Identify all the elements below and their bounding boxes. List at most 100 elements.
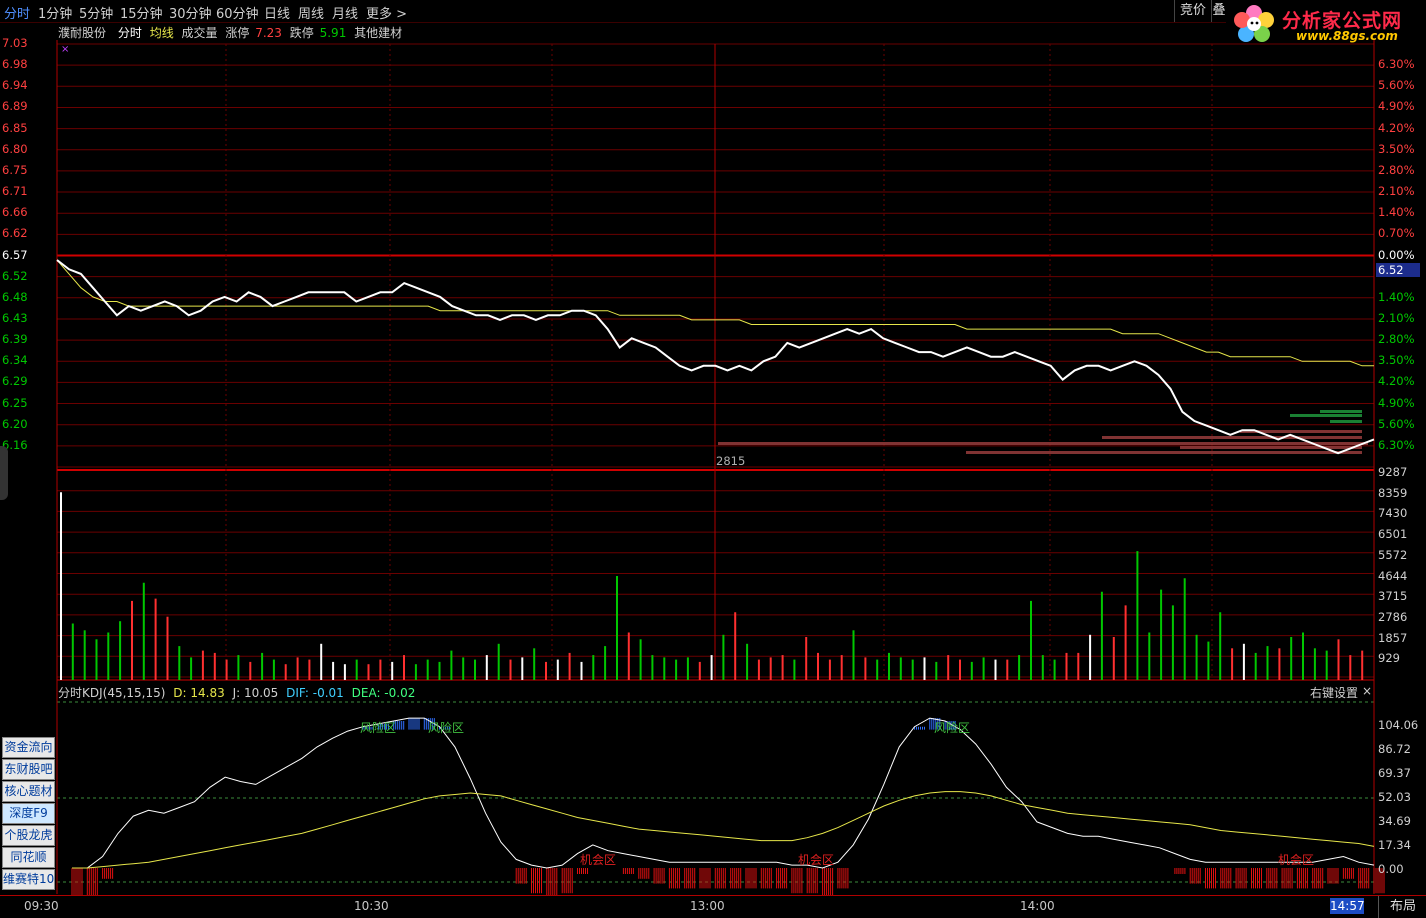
price-tick: 6.20 [2, 416, 28, 431]
kdj-tick: 17.34 [1378, 838, 1411, 852]
average-price-line [56, 259, 1374, 367]
avg-line-label: 均线 [149, 26, 174, 40]
tab-weekly[interactable]: 周线 [298, 7, 325, 22]
percent-tick: 5.60% [1378, 416, 1415, 431]
kdj-tick: 69.37 [1378, 766, 1411, 780]
price-tick: 6.98 [2, 57, 28, 72]
percent-tick: 4.20% [1378, 120, 1415, 135]
volume-tick: 6501 [1378, 527, 1408, 542]
percent-tick: 2.80% [1378, 332, 1415, 347]
price-tick: 6.25 [2, 395, 28, 410]
percent-tick: 2.10% [1378, 310, 1415, 325]
percent-tick: 4.90% [1378, 99, 1415, 114]
volume-tick: 8359 [1378, 485, 1408, 500]
kdj-j-value: J: 10.05 [232, 686, 279, 700]
order-book-bars [718, 410, 1368, 454]
volume-tick: 1857 [1378, 630, 1408, 645]
marker-x-icon: × [61, 44, 70, 55]
kdj-tick: 52.03 [1378, 790, 1411, 804]
order-bar [1102, 436, 1362, 439]
time-label-0930: 09:30 [24, 899, 59, 913]
price-tick: 6.89 [2, 99, 28, 114]
order-bar [1320, 410, 1362, 413]
chart-grid [56, 40, 1375, 894]
price-tick: 6.52 [2, 268, 28, 283]
kdj-tick: 104.06 [1378, 718, 1419, 732]
order-bar [1180, 446, 1362, 449]
order-bar [966, 451, 1362, 454]
side-button-forum[interactable]: 东财股吧 [2, 759, 55, 780]
price-tick: 6.29 [2, 374, 28, 389]
volume-tick: 929 [1378, 651, 1400, 666]
volume-label: 成交量 [181, 26, 218, 40]
chance-zone-label: 机会区 [1278, 853, 1314, 867]
tab-more[interactable]: 更多 > [366, 7, 408, 22]
kdj-header: 分时KDJ(45,15,15) D: 14.83 J: 10.05 DIF: -… [58, 684, 415, 701]
tab-30min[interactable]: 30分钟 [169, 7, 212, 22]
percent-tick: 2.80% [1378, 162, 1415, 177]
price-tick: 6.62 [2, 226, 28, 241]
close-icon[interactable]: × [1362, 684, 1373, 698]
tab-intraday[interactable]: 分时 [4, 7, 31, 22]
tab-60min[interactable]: 60分钟 [216, 7, 259, 22]
stock-name: 濮耐股份 [58, 26, 107, 40]
limit-up-value: 7.23 [255, 26, 282, 40]
order-bar [1290, 414, 1362, 417]
tab-5min[interactable]: 5分钟 [79, 7, 114, 22]
time-label-1400: 14:00 [1020, 899, 1055, 913]
volume-tick: 5572 [1378, 547, 1408, 562]
percent-tick: 5.60% [1378, 78, 1415, 93]
side-button-fund-flow[interactable]: 资金流向 [2, 737, 55, 758]
side-button-weisaite[interactable]: 维赛特10 [2, 869, 55, 890]
right-click-settings[interactable]: 右键设置 [1310, 686, 1359, 700]
kdj-dif-value: DIF: -0.01 [286, 686, 344, 700]
price-tick: 6.80 [2, 141, 28, 156]
order-marker: 2815 [716, 454, 746, 468]
side-button-core-theme[interactable]: 核心题材 [2, 781, 55, 802]
price-tick: 6.34 [2, 353, 28, 368]
current-price-tag: 6.52 [1376, 263, 1420, 277]
price-tick: 7.03 [2, 36, 28, 50]
volume-bars [60, 492, 1364, 680]
percent-tick: 6.30% [1378, 437, 1415, 452]
quote-info-bar: 濮耐股份 分时 均线 成交量 涨停 7.23 跌停 5.91 其他建材 [58, 24, 406, 40]
limit-down-value: 5.91 [319, 26, 347, 40]
price-tick: 6.57 [2, 247, 28, 262]
kdj-d-line [72, 791, 1375, 869]
time-label-1030: 10:30 [354, 899, 389, 913]
order-bar [718, 442, 1368, 445]
tab-1min[interactable]: 1分钟 [38, 7, 73, 22]
percent-tick: 1.40% [1378, 205, 1415, 220]
tab-daily[interactable]: 日线 [264, 7, 291, 22]
volume-tick: 4644 [1378, 568, 1408, 583]
tab-15min[interactable]: 15分钟 [120, 7, 163, 22]
timeframe-toolbar: 分时 1分钟 5分钟 15分钟 30分钟 60分钟 日线 周线 月线 更多 > … [0, 0, 1426, 23]
tab-monthly[interactable]: 月线 [332, 7, 359, 22]
price-line [56, 259, 1375, 455]
sector-label: 其他建材 [354, 26, 403, 40]
percent-tick: 4.20% [1378, 374, 1415, 389]
volume-tick: 9287 [1378, 465, 1408, 479]
percent-tick: 3.50% [1378, 353, 1415, 368]
side-button-ths[interactable]: 同花顺 [2, 847, 55, 868]
collapse-handle[interactable] [0, 446, 8, 500]
order-bar [1240, 430, 1362, 433]
limit-up-label: 涨停 [225, 26, 250, 40]
price-tick: 6.39 [2, 332, 28, 347]
side-button-dragon-tiger[interactable]: 个股龙虎 [2, 825, 55, 846]
price-tick: 6.16 [2, 437, 28, 452]
volume-tick: 2786 [1378, 609, 1408, 624]
layout-button[interactable]: 布局 [1378, 896, 1426, 918]
price-tick: 6.43 [2, 310, 28, 325]
volume-tick: 7430 [1378, 506, 1408, 521]
kdj-zone-bars [71, 718, 1385, 898]
kdj-k-line [72, 717, 1375, 869]
kdj-dea-value: DEA: -0.02 [351, 686, 416, 700]
risk-zone-label: 风险区 [428, 720, 464, 735]
kdj-title: 分时KDJ(45,15,15) [58, 686, 166, 700]
side-button-f9[interactable]: 深度F9 [2, 803, 55, 824]
price-tick: 6.94 [2, 78, 28, 93]
kdj-tick: 0.00 [1378, 862, 1404, 876]
